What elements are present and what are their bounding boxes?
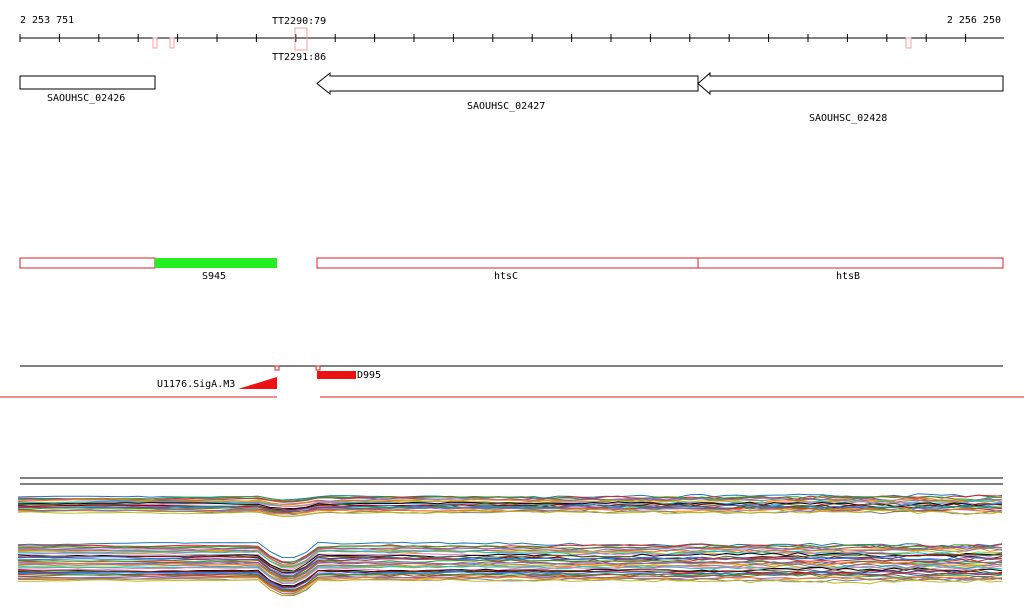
promoter-label: D995: [357, 370, 381, 381]
promoter-label: U1176.SigA.M3: [157, 379, 235, 390]
feature-label: htsB: [836, 271, 860, 282]
terminator-mark: [169, 37, 175, 49]
feature: [155, 258, 277, 268]
trace: [17, 495, 1003, 501]
feature: [697, 257, 1004, 269]
terminator-label: TT2290:79: [272, 16, 326, 27]
promoter-mark: [315, 365, 321, 371]
trace: [17, 571, 1003, 591]
ruler-end: 2 256 250: [947, 15, 1001, 26]
gene-label: SAOUHSC_02428: [809, 113, 887, 124]
promoter: [317, 371, 356, 379]
feature: [19, 257, 156, 269]
trace: [17, 552, 1003, 572]
ruler: 2 253 751 2 256 250: [19, 15, 1004, 42]
gene: [316, 71, 699, 96]
feature-label: htsC: [494, 271, 518, 282]
terminator-mark: [905, 37, 912, 49]
trace: [18, 564, 1003, 584]
trace: [17, 546, 1003, 565]
gene: [19, 75, 156, 90]
trace: [17, 573, 1003, 593]
trace: [17, 496, 1003, 503]
trace: [17, 554, 1003, 573]
trace: [18, 545, 1003, 565]
trace: [17, 577, 1003, 597]
trace: [17, 497, 1003, 505]
terminator-mark: [294, 27, 308, 51]
gene: [697, 71, 1004, 96]
trace: [17, 578, 1003, 596]
trace: [17, 565, 1003, 585]
trace: [18, 550, 1003, 568]
trace: [17, 543, 1003, 563]
terminator-label: TT2291:86: [272, 52, 326, 63]
terminator-mark: [152, 37, 158, 49]
promoter-mark: [274, 365, 280, 371]
trace: [17, 502, 1003, 512]
trace: [17, 576, 1003, 593]
trace: [17, 509, 1003, 517]
gene-label: SAOUHSC_02427: [467, 101, 545, 112]
ruler-start: 2 253 751: [20, 15, 74, 26]
gene-label: SAOUHSC_02426: [47, 93, 125, 104]
trace: [17, 556, 1003, 576]
trace: [17, 541, 1003, 559]
feature-label: S945: [202, 271, 226, 282]
feature: [316, 257, 699, 269]
expression-traces: [17, 493, 1003, 597]
promoter: [238, 377, 277, 389]
